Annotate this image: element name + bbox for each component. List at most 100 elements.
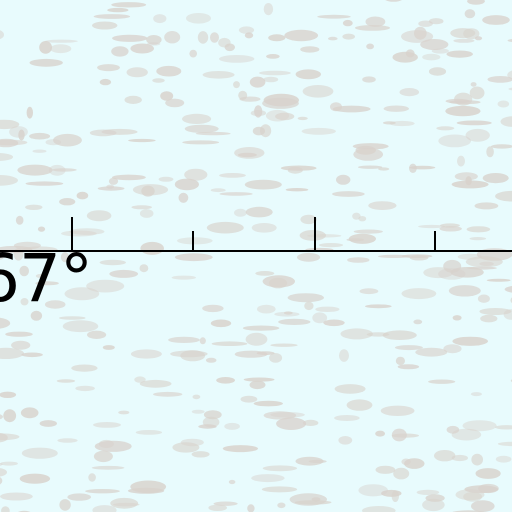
ice-patch — [486, 278, 511, 282]
ice-patch — [359, 288, 379, 295]
ice-patch — [508, 87, 512, 91]
ice-patch — [124, 95, 142, 104]
ice-patch — [466, 226, 491, 233]
ice-patch — [336, 174, 351, 185]
ice-patch — [37, 226, 46, 232]
ice-patch — [263, 411, 297, 420]
ice-patch — [86, 279, 125, 293]
ice-patch — [393, 467, 410, 480]
ice-patch — [482, 173, 509, 184]
ice-patch — [192, 394, 201, 400]
ice-patch — [198, 424, 217, 429]
ice-patch — [245, 332, 268, 346]
ice-patch — [422, 498, 445, 512]
ice-patch — [210, 188, 226, 193]
ice-patch — [365, 16, 386, 27]
ice-patch — [451, 428, 482, 441]
ice-patch — [353, 229, 383, 234]
ice-patch — [454, 92, 473, 106]
ice-patch — [219, 192, 253, 196]
ice-patch — [389, 120, 415, 127]
ice-patch — [355, 25, 390, 31]
ice-patch — [385, 0, 403, 2]
ice-patch — [465, 256, 503, 268]
ice-patch — [25, 181, 64, 186]
ice-patch — [302, 419, 319, 426]
ice-patch — [270, 343, 298, 347]
ice-patch — [0, 477, 3, 485]
ice-patch — [17, 164, 53, 176]
ice-patch — [471, 500, 495, 512]
ice-patch — [280, 165, 317, 171]
ice-patch — [253, 400, 283, 407]
ice-patch — [76, 191, 89, 200]
ice-patch — [297, 252, 321, 262]
ice-patch — [497, 441, 512, 447]
ice-patch — [0, 175, 18, 186]
ice-patch — [237, 152, 257, 158]
ice-patch — [295, 69, 321, 80]
ice-patch — [243, 377, 275, 382]
ice-patch — [240, 395, 258, 403]
ice-patch — [0, 347, 24, 359]
ice-patch — [249, 380, 266, 390]
ice-patch — [456, 120, 492, 126]
ice-patch — [383, 121, 396, 125]
ice-patch — [210, 319, 232, 328]
ice-patch — [454, 172, 478, 181]
ice-patch — [352, 212, 361, 220]
ice-patch — [245, 206, 273, 218]
ice-patch — [480, 314, 498, 323]
ice-patch — [164, 31, 181, 44]
ice-patch — [71, 364, 98, 372]
ice-patch — [93, 450, 113, 463]
ice-patch — [464, 9, 476, 19]
ice-patch — [168, 336, 200, 343]
ice-patch — [130, 349, 162, 359]
ice-patch — [391, 428, 407, 442]
ice-patch — [401, 254, 433, 258]
ice-patch — [180, 350, 206, 362]
ice-patch — [35, 281, 59, 286]
ice-patch — [9, 126, 28, 138]
ice-patch — [32, 149, 47, 153]
ice-patch — [334, 384, 366, 394]
ice-patch — [428, 67, 447, 76]
ice-patch — [3, 409, 17, 423]
ice-patch — [228, 479, 236, 485]
ice-patch — [99, 78, 112, 86]
latitude-label: 67° — [0, 240, 93, 317]
ice-patch — [216, 377, 236, 384]
ice-patch — [469, 86, 485, 100]
ice-patch — [366, 43, 374, 50]
ice-patch — [29, 132, 51, 140]
ice-patch — [450, 267, 484, 278]
ice-patch — [197, 31, 209, 44]
ice-patch — [184, 168, 208, 181]
ice-patch — [92, 21, 118, 30]
ice-patch — [491, 144, 512, 149]
ice-patch — [443, 344, 462, 354]
ice-patch — [323, 319, 345, 327]
ice-patch — [383, 105, 409, 112]
ice-patch — [304, 301, 314, 311]
ice-patch — [189, 49, 197, 58]
ice-patch — [102, 345, 115, 350]
ice-patch — [470, 82, 477, 87]
ice-patch — [199, 337, 206, 345]
ice-patch — [97, 64, 120, 72]
ice-patch — [1, 506, 10, 512]
ice-patch — [394, 345, 423, 351]
ice-patch — [422, 53, 441, 61]
ice-patch — [182, 140, 220, 145]
ice-patch — [301, 127, 336, 135]
ice-patch — [380, 405, 415, 416]
ice-patch — [302, 85, 334, 98]
ice-patch — [358, 165, 383, 169]
ice-patch — [479, 308, 512, 315]
ice-patch — [312, 312, 328, 324]
ice-patch — [467, 0, 485, 5]
ice-patch — [25, 204, 43, 210]
ice-patch — [284, 29, 319, 42]
ice-patch — [330, 102, 342, 112]
